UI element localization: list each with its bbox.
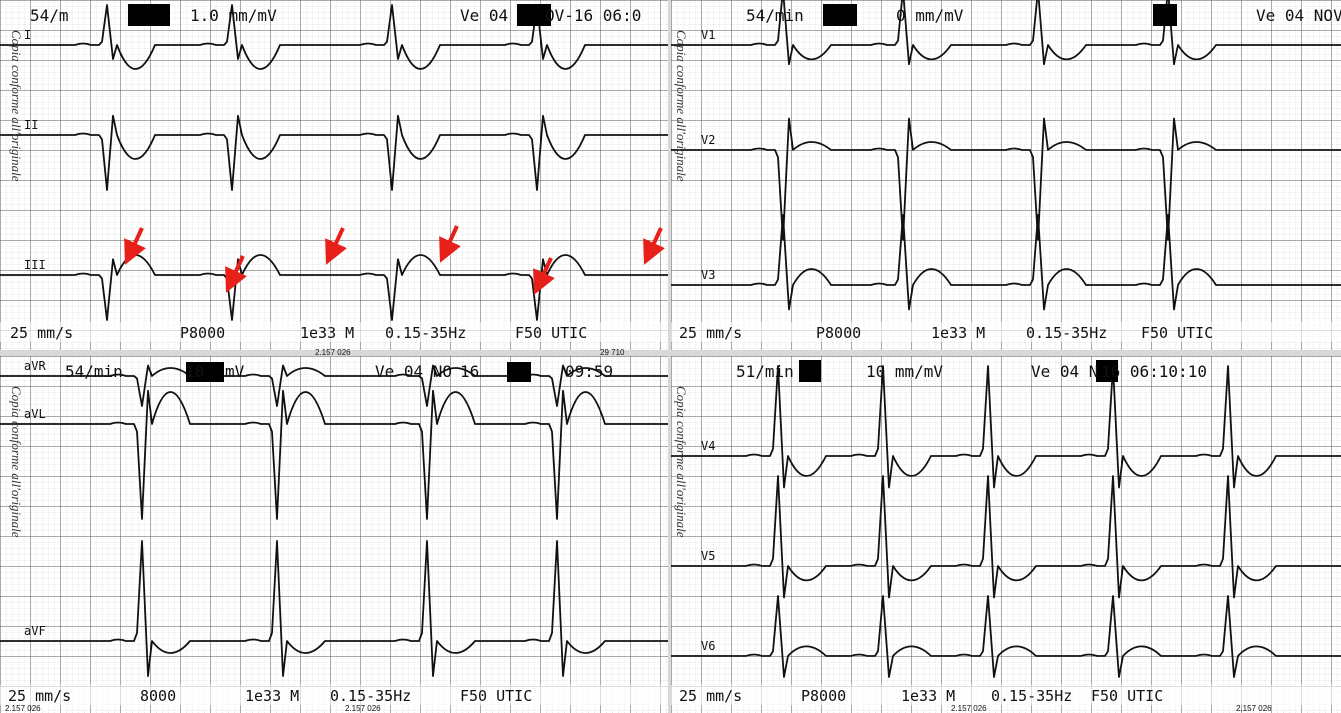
ecg-grid (0, 0, 668, 350)
ecg-page: 54/m1.0 mm/mVVe 04OV-16 06:0IIIIIICopia … (0, 0, 1341, 713)
header-text: 16 (460, 362, 479, 381)
footer-text: 8000 (140, 687, 176, 705)
lead-label: aVL (24, 407, 46, 421)
lead-label: aVR (24, 359, 46, 373)
header-text: 16 06:10:10 (1101, 362, 1207, 381)
footer-text: 25 mm/s (8, 687, 71, 705)
redaction-box (823, 4, 857, 26)
footer-text: 1e33 M (300, 324, 354, 342)
lead-label: V3 (701, 268, 715, 282)
serial-stamp: 2.157 026 (315, 348, 351, 357)
header-text: 0 mm/mV (896, 6, 964, 25)
redaction-box (507, 362, 531, 382)
serial-stamp: 2.157 026 (951, 704, 987, 713)
footer-text: 0.15-35Hz (1026, 324, 1107, 342)
footer-text: 25 mm/s (10, 324, 73, 342)
footer-text: 0.15-35Hz (991, 687, 1072, 705)
header-text: OV-16 06:0 (545, 6, 641, 25)
header-text: Ve 04 (460, 6, 508, 25)
serial-stamp: 2.157 026 (5, 704, 41, 713)
lead-label: V4 (701, 439, 715, 453)
redaction-box (128, 4, 170, 26)
header-text: 51/min (736, 362, 794, 381)
footer-band (671, 322, 1341, 342)
footer-text: F50 UTIC (1091, 687, 1163, 705)
footer-text: 25 mm/s (679, 687, 742, 705)
serial-stamp: 29 710 (600, 348, 625, 357)
header-text: Ve 04 N (1031, 362, 1098, 381)
ecg-grid (0, 356, 668, 713)
ecg-grid (671, 356, 1341, 713)
lead-label: I (24, 28, 31, 42)
header-text: Ve 04 NO (375, 362, 452, 381)
header-text: 54/min (65, 362, 123, 381)
side-stamp: Copia conforme all'originale (9, 30, 24, 182)
ecg-grid (671, 0, 1341, 350)
serial-stamp: 2.157 026 (345, 704, 381, 713)
side-stamp: Copia conforme all'originale (674, 30, 689, 182)
header-text: 54/m (30, 6, 69, 25)
footer-text: F50 UTIC (460, 687, 532, 705)
lead-label: V2 (701, 133, 715, 147)
redaction-box (1153, 4, 1177, 26)
footer-text: P8000 (816, 324, 861, 342)
ecg-panel: 54/min 10 mV Ve 04 NO 16 09:59 aVR aVL aVF Copia … (0, 356, 668, 713)
lead-label: aVF (24, 624, 46, 638)
header-text: 10 mm/mV (866, 362, 943, 381)
header-text: 09:59 (565, 362, 613, 381)
side-stamp: Copia conforme all'originale (674, 386, 689, 538)
footer-text: F50 UTIC (1141, 324, 1213, 342)
lead-label: V5 (701, 549, 715, 563)
lead-label: II (24, 118, 38, 132)
header-text: 54/min (746, 6, 804, 25)
footer-text: 0.15-35Hz (385, 324, 466, 342)
header-text: 1.0 mm/mV (190, 6, 277, 25)
header-text: Ve 04 NOV (1256, 6, 1341, 25)
redaction-box (799, 360, 821, 382)
footer-text: 0.15-35Hz (330, 687, 411, 705)
footer-text: 1e33 M (931, 324, 985, 342)
lead-label: V1 (701, 28, 715, 42)
footer-text: F50 UTIC (515, 324, 587, 342)
footer-text: P8000 (180, 324, 225, 342)
lead-label: V6 (701, 639, 715, 653)
footer-text: 1e33 M (901, 687, 955, 705)
footer-text: P8000 (801, 687, 846, 705)
side-stamp: Copia conforme all'originale (9, 386, 24, 538)
footer-text: 25 mm/s (679, 324, 742, 342)
lead-label: III (24, 258, 46, 272)
header-text: 10 (185, 362, 204, 381)
footer-text: 1e33 M (245, 687, 299, 705)
header-text: mV (225, 362, 245, 381)
serial-stamp: 2.157 026 (1236, 704, 1272, 713)
